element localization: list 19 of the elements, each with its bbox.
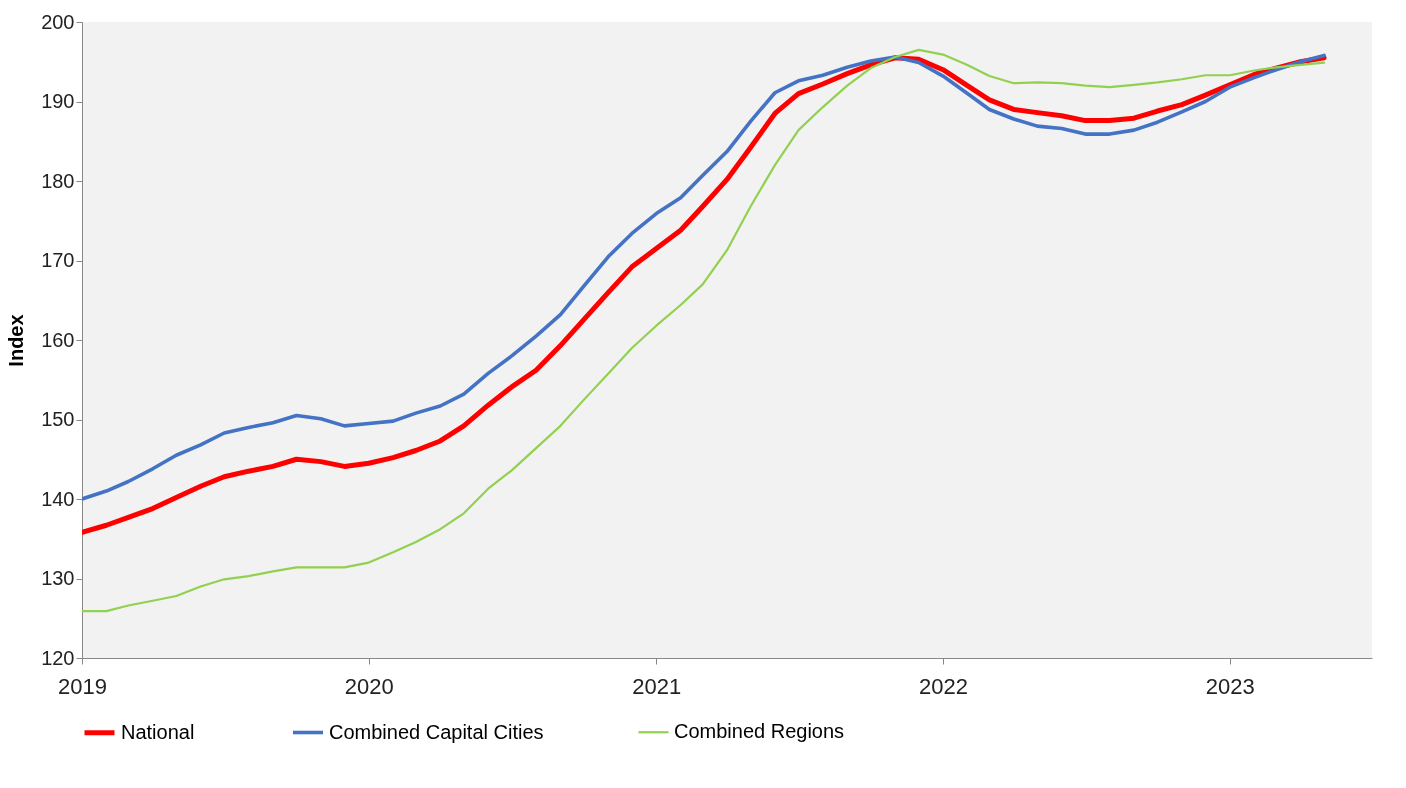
- line-series: [82, 48, 1326, 613]
- y-tick-label: 140: [41, 487, 75, 510]
- y-tick-label: 170: [41, 249, 75, 271]
- legend-label: Combined Capital Cities: [329, 720, 544, 743]
- x-tick-label: 2021: [632, 673, 682, 699]
- legend-label: National: [121, 720, 195, 743]
- y-tick-label: 150: [41, 408, 75, 430]
- x-tick-label: 2022: [919, 673, 969, 699]
- x-tick-label: 2019: [58, 673, 107, 699]
- y-tick-label: 200: [41, 10, 75, 33]
- y-tick-label: 120: [41, 646, 75, 669]
- x-tick-label: 2023: [1205, 673, 1255, 699]
- y-tick-label: 180: [41, 169, 75, 192]
- x-tick-label: 2020: [344, 673, 394, 699]
- legend-label: Combined Regions: [674, 720, 845, 743]
- y-axis-title: Index: [5, 314, 28, 367]
- y-tick-label: 190: [41, 90, 75, 112]
- y-tick-label: 130: [41, 567, 75, 589]
- y-tick-label: 160: [41, 328, 75, 351]
